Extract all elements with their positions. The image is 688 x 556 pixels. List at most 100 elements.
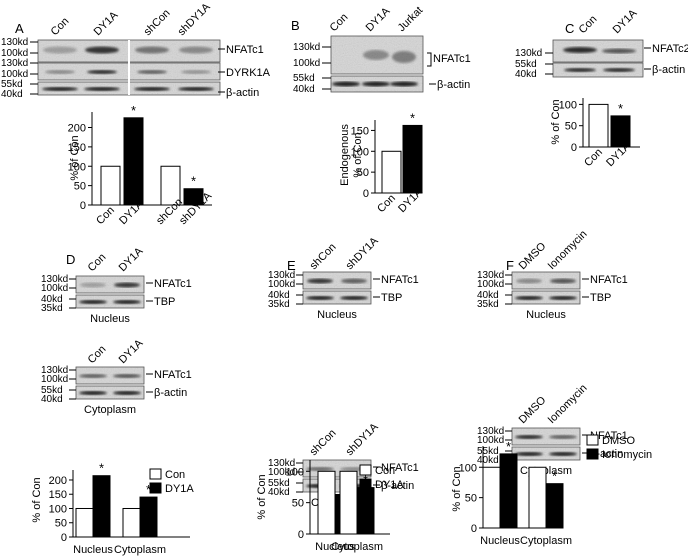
lane-b-con: Con <box>328 11 351 34</box>
marker-e-nuc-3: 35kd <box>268 299 290 310</box>
band-a-actin-3 <box>178 87 214 91</box>
band-label-d-nuc-nfatc1: NFATc1 <box>154 278 192 290</box>
chart-a-star-1: * <box>131 103 136 118</box>
blot-c-nfatc2-grain <box>553 40 643 62</box>
marker-b-40: 40kd <box>293 84 315 95</box>
marker-b-100: 100kd <box>293 58 320 69</box>
chart-a-bar-2 <box>160 165 181 206</box>
band-label-f-nuc-nfatc1: NFATc1 <box>590 274 628 286</box>
marker-d-cyt-1: 100kd <box>41 374 68 385</box>
chart-e-legend-label-1: DY1A <box>375 479 404 491</box>
chart-a-ytick-label-4: 200 <box>68 123 86 135</box>
chart-f-legend-swatch-0 <box>586 434 599 446</box>
marker-b-55: 55kd <box>293 73 315 84</box>
lane-a-dy1a: DY1A <box>92 9 121 38</box>
lane-e-nuc-1: shDY1A <box>344 235 381 272</box>
chart-f-ytick-label-1: 50 <box>465 493 477 505</box>
chart-d-xlabel-1: Cytoplasm <box>114 544 166 556</box>
band-b-actin-2 <box>390 81 418 87</box>
chart-e-ytick-label-2: 100 <box>286 466 304 478</box>
chart-f-ytick-label-2: 100 <box>459 462 477 474</box>
band-a-nfatc1-1 <box>85 46 119 54</box>
chart-d-xlabel-0: Nucleus <box>73 544 113 556</box>
band-b-dy1a <box>363 50 389 60</box>
band-d-nuc-nfatc1-1 <box>114 282 140 288</box>
blot-f-nuc-tbp-frame <box>511 290 581 305</box>
band-b-actin-0 <box>332 81 360 87</box>
chart-f-bar-1-1 <box>545 483 564 529</box>
marker-e-nuc-0: 130kd <box>268 270 295 281</box>
marker-d-cyt-3: 40kd <box>41 394 63 405</box>
lane-c-dy1a: DY1A <box>611 7 640 36</box>
marker-a-130b: 130kd <box>1 58 28 69</box>
lane-a-shcon: shCon <box>142 7 173 38</box>
blot-c-nfatc2-frame <box>552 39 644 63</box>
blot-d-cyt-actin-grain <box>76 386 144 399</box>
chart-a-ytick-label-1: 50 <box>74 181 86 193</box>
marker-c-55: 55kd <box>515 59 537 70</box>
band-a-actin-1 <box>84 87 120 91</box>
band-f-cyt-actin-1 <box>549 452 577 456</box>
blot-d-cyt-actin-frame <box>75 385 145 400</box>
band-d-nuc-tbp-0 <box>79 300 107 304</box>
blot-f-cyt-nfatc1-frame <box>511 427 581 446</box>
band-c-actin-1 <box>603 68 635 72</box>
marker-a-100b: 100kd <box>1 69 28 80</box>
chart-a-ytick-label-3: 150 <box>68 142 86 154</box>
chart-f-legend-label-1: Ionomycin <box>602 449 652 461</box>
panel-letter-f: F <box>506 258 514 273</box>
chart-f-legend-swatch-1 <box>586 448 599 460</box>
blot-d-nuc-tbp-grain <box>76 295 144 308</box>
blot-f-nuc-nfatc1-grain <box>512 272 580 289</box>
chart-f-star-0-1: * <box>506 439 511 454</box>
chart-e-xlabel-1: Cytoplasm <box>331 541 383 553</box>
marker-e-cyt-0: 130kd <box>268 458 295 469</box>
marker-e-nuc-1: 100kd <box>268 279 295 290</box>
chart-a-bar-0 <box>100 165 121 206</box>
chart-c-star-1: * <box>618 101 623 116</box>
panel-letter-a: A <box>15 21 24 36</box>
band-e-nuc-tbp-1 <box>340 296 368 300</box>
band-e-nuc-nfatc1-1 <box>341 278 367 284</box>
band-b-actin-1 <box>362 81 390 87</box>
band-f-cyt-actin-0 <box>515 452 543 456</box>
blot-b-actin-frame <box>330 75 424 93</box>
band-f-nuc-nfatc1-0 <box>516 278 542 284</box>
chart-f-ylabel: % of Con <box>451 466 463 511</box>
chart-d-ytick-label-2: 100 <box>49 503 67 515</box>
chart-d-bar-1-0 <box>122 507 141 538</box>
marker-a-55: 55kd <box>1 79 23 90</box>
chart-b-ylabel-1: Endogenous <box>339 124 351 186</box>
marker-c-130: 130kd <box>515 48 542 59</box>
band-label-c-nfatc2: NFATc2 <box>652 43 688 55</box>
band-d-cyt-actin-1 <box>113 391 141 395</box>
marker-e-cyt-3: 40kd <box>268 487 290 498</box>
marker-b-130: 130kd <box>293 42 320 53</box>
blot-d-cyt-nfatc1-grain <box>76 367 144 384</box>
chart-b-ytick-label-3: 150 <box>351 125 369 137</box>
chart-a-ylabel: % of Con <box>69 135 81 180</box>
chart-d-legend-swatch-1 <box>149 482 162 494</box>
chart-e-xlabel-0: Nucleus <box>315 541 355 553</box>
chart-c-ylabel: % of Con <box>550 99 562 144</box>
band-f-nuc-tbp-0 <box>515 296 543 300</box>
chart-d-ytick-label-0: 0 <box>61 532 67 544</box>
chart-d-legend-label-0: Con <box>165 469 185 481</box>
chart-a-ytick-label-0: 0 <box>80 200 86 212</box>
band-b-jurkat <box>392 51 416 63</box>
band-c-nfatc2-dy1a <box>602 48 636 54</box>
blot-f-nuc-nfatc1-frame <box>511 271 581 290</box>
chart-e-ytick-label-1: 50 <box>292 498 304 510</box>
chart-b-bar-1 <box>402 124 423 194</box>
band-label-a-actin: β-actin <box>226 87 259 99</box>
lane-a-con: Con <box>49 15 72 38</box>
band-label-a-nfatc1: NFATc1 <box>226 44 264 56</box>
band-a-nfatc1-2 <box>135 46 169 54</box>
chart-f-legend-label-0: DMSO <box>602 435 635 447</box>
chart-b-ylabel-2: % of Con <box>352 132 364 177</box>
chart-c-ytick-label-2: 100 <box>559 99 577 111</box>
chart-e-ylabel: % of Con <box>256 474 268 519</box>
band-d-cyt-actin-0 <box>79 391 107 395</box>
